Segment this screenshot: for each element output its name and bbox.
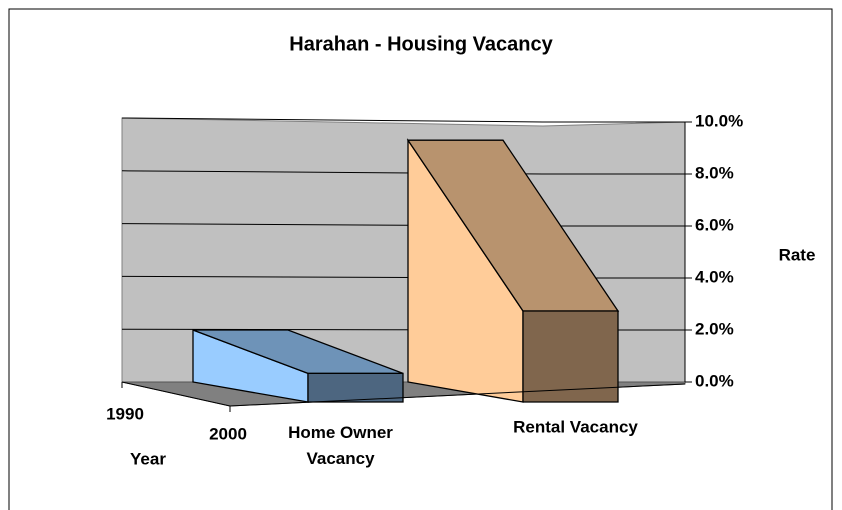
depth-axis-title: Year xyxy=(130,449,166,468)
depth-tick-label: 2000 xyxy=(209,424,247,443)
y-tick-label: 0.0% xyxy=(695,371,734,390)
area-front xyxy=(307,372,404,403)
y-axis-title: Rate xyxy=(779,245,816,264)
x-axis xyxy=(229,383,686,407)
y-tick-label: 4.0% xyxy=(695,267,734,286)
x-tick-label-line: Vacancy xyxy=(306,449,375,468)
x-tick-label: Rental Vacancy xyxy=(513,417,638,436)
area-front xyxy=(522,310,619,403)
x-tick-label-line: Home Owner xyxy=(288,423,393,442)
y-tick-label: 6.0% xyxy=(695,215,734,234)
depth-tick-label: 1990 xyxy=(106,404,144,423)
depth-axis xyxy=(121,381,231,407)
grid-line xyxy=(121,170,685,175)
x-tick-label: Home Owner Vacancy xyxy=(288,423,393,468)
y-tick-label: 8.0% xyxy=(695,163,734,182)
y-tick-label: 2.0% xyxy=(695,319,734,338)
grid-line xyxy=(121,117,685,123)
y-tick-label: 10.0% xyxy=(695,111,743,130)
chart-title: Harahan - Housing Vacancy xyxy=(289,33,553,55)
